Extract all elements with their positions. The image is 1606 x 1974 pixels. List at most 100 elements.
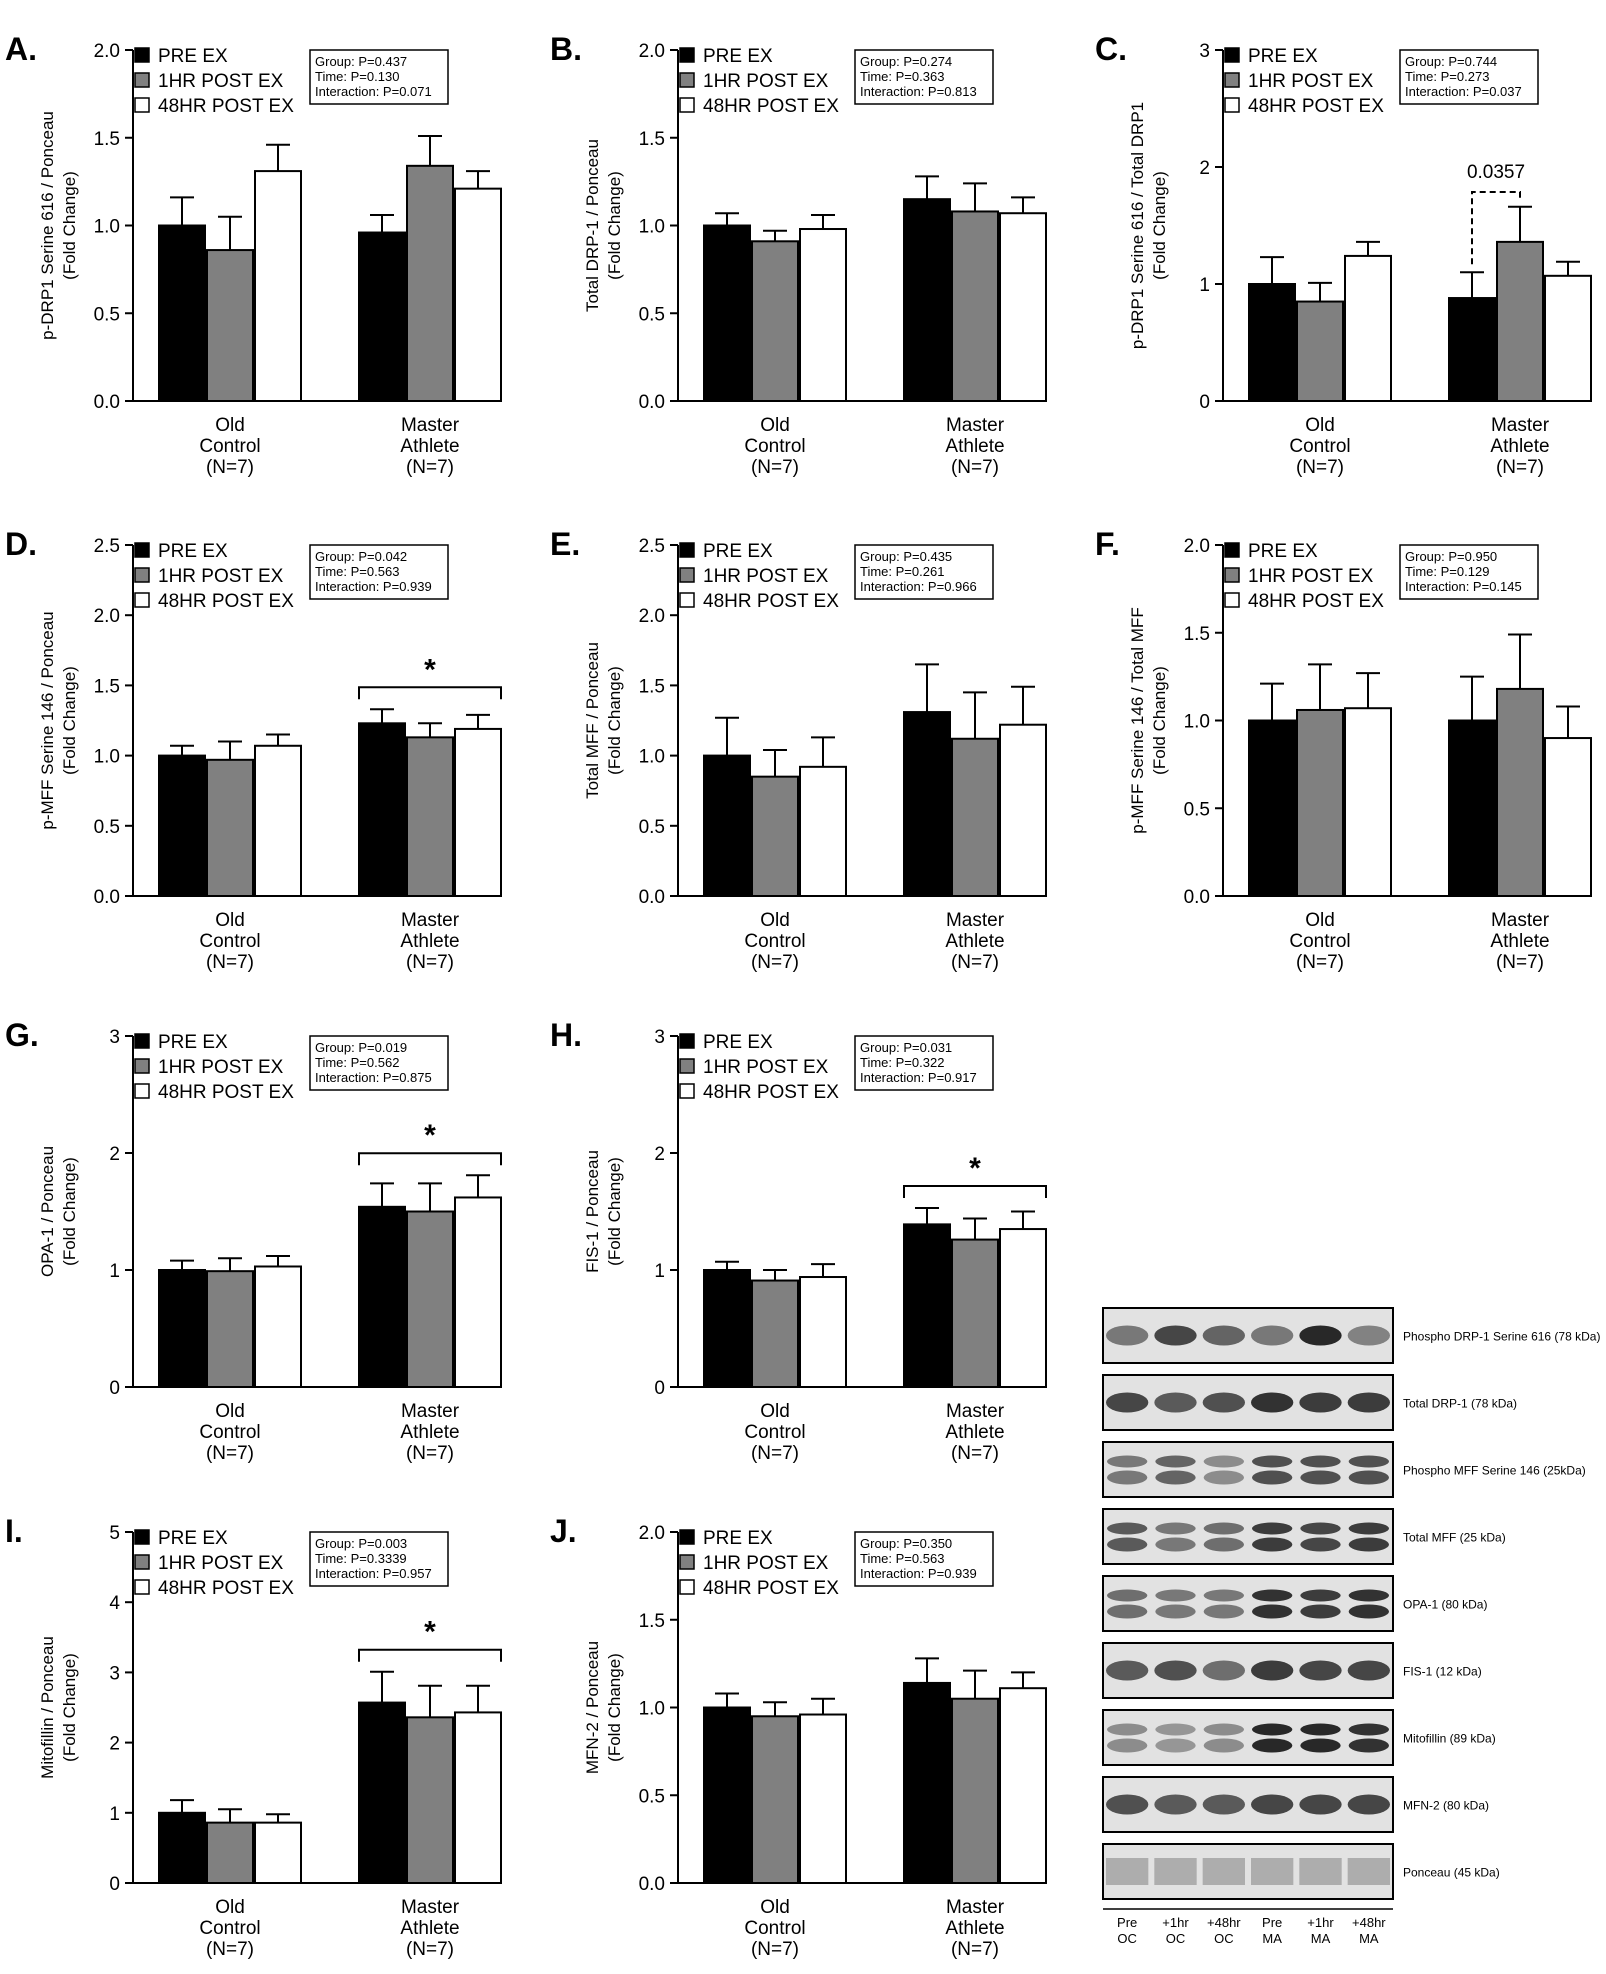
y-tick-label: 0.0 bbox=[639, 1874, 665, 1895]
bar bbox=[158, 224, 206, 402]
bar bbox=[1496, 687, 1544, 897]
x-tick-label: (N=7) bbox=[951, 952, 999, 973]
panel-letter: A. bbox=[5, 31, 37, 67]
stats-line: Interaction: P=0.917 bbox=[860, 1070, 977, 1085]
blot-band bbox=[1155, 1738, 1196, 1753]
blot-band bbox=[1251, 1660, 1294, 1681]
y-tick-label: 4 bbox=[109, 1593, 120, 1614]
blot-row bbox=[1102, 1642, 1394, 1699]
stats-line: Time: P=0.130 bbox=[315, 69, 399, 84]
significance-bracket bbox=[358, 1152, 502, 1166]
stats-line: Time: P=0.129 bbox=[1405, 564, 1489, 579]
y-tick-label: 1.0 bbox=[94, 747, 120, 768]
bar bbox=[1248, 283, 1296, 402]
blot-band bbox=[1154, 1392, 1197, 1413]
blot-band bbox=[1106, 1392, 1149, 1413]
blot-band bbox=[1347, 1325, 1391, 1346]
x-tick-label: (N=7) bbox=[1296, 952, 1344, 973]
stats-box bbox=[854, 49, 994, 105]
blot-band bbox=[1203, 1455, 1245, 1468]
stats-line: Interaction: P=0.957 bbox=[315, 1566, 432, 1581]
legend-swatch bbox=[134, 1033, 150, 1049]
y-axis-label: (Fold Change) bbox=[1150, 666, 1169, 775]
legend-swatch bbox=[1224, 592, 1240, 608]
y-axis-label: (Fold Change) bbox=[605, 666, 624, 775]
x-tick-label: Old bbox=[215, 1401, 245, 1422]
y-axis-label: (Fold Change) bbox=[605, 1653, 624, 1762]
stats-line: Interaction: P=0.037 bbox=[1405, 84, 1522, 99]
blot-band bbox=[1154, 1325, 1197, 1346]
x-tick-label: Control bbox=[1289, 931, 1350, 952]
blot-row-label: Phospho DRP-1 Serine 616 (78 kDa) bbox=[1403, 1330, 1600, 1344]
legend-label: PRE EX bbox=[703, 46, 773, 67]
lane-label: +48hr bbox=[1352, 1915, 1386, 1930]
legend-label: 1HR POST EX bbox=[158, 566, 284, 587]
lane-label: Pre bbox=[1262, 1915, 1282, 1930]
stats-box bbox=[1399, 544, 1539, 600]
lane-label: OC bbox=[1166, 1931, 1186, 1946]
stats-line: Interaction: P=0.813 bbox=[860, 84, 977, 99]
bar bbox=[703, 1706, 751, 1884]
x-tick-label: (N=7) bbox=[751, 1443, 799, 1464]
legend-swatch bbox=[1224, 97, 1240, 113]
legend-label: 48HR POST EX bbox=[158, 591, 294, 612]
blot-band bbox=[1155, 1604, 1196, 1619]
stats-line: Group: P=0.950 bbox=[1405, 549, 1497, 564]
blot-row bbox=[1102, 1307, 1394, 1364]
blot-band bbox=[1348, 1738, 1390, 1753]
bar bbox=[903, 711, 951, 897]
blot-band bbox=[1154, 1858, 1197, 1885]
legend-label: PRE EX bbox=[1248, 541, 1318, 562]
blot-band bbox=[1252, 1537, 1293, 1552]
legend-label: 1HR POST EX bbox=[158, 1553, 284, 1574]
x-tick-label: (N=7) bbox=[406, 952, 454, 973]
bar bbox=[1544, 737, 1592, 897]
y-tick-label: 0.0 bbox=[1184, 887, 1210, 908]
lane-label: Pre bbox=[1117, 1915, 1137, 1930]
lane-label: MA bbox=[1311, 1931, 1331, 1946]
legend-swatch bbox=[134, 1058, 150, 1074]
y-tick-label: 1.5 bbox=[94, 676, 120, 697]
blot-row bbox=[1102, 1776, 1394, 1833]
y-tick-label: 1.5 bbox=[639, 676, 665, 697]
y-tick-label: 0.5 bbox=[639, 1786, 665, 1807]
western-blot-panel: Phospho DRP-1 Serine 616 (78 kDa) Total D… bbox=[1102, 1307, 1600, 1946]
blot-band bbox=[1252, 1604, 1293, 1619]
blot-band bbox=[1203, 1738, 1245, 1753]
legend-label: 48HR POST EX bbox=[703, 1082, 839, 1103]
stats-line: Interaction: P=0.875 bbox=[315, 1070, 432, 1085]
bar bbox=[751, 240, 799, 402]
blot-band bbox=[1299, 1794, 1342, 1815]
y-tick-label: 2.0 bbox=[1184, 536, 1210, 557]
x-tick-label: Old bbox=[760, 1897, 790, 1918]
x-tick-label: Athlete bbox=[1490, 931, 1549, 952]
blot-band bbox=[1106, 1858, 1149, 1885]
blot-band bbox=[1347, 1794, 1391, 1815]
stats-line: Group: P=0.274 bbox=[860, 54, 952, 69]
blot-band bbox=[1107, 1470, 1148, 1485]
y-tick-label: 0.5 bbox=[1184, 799, 1210, 820]
legend-label: 1HR POST EX bbox=[1248, 71, 1374, 92]
legend-swatch bbox=[134, 1579, 150, 1595]
blot-band bbox=[1252, 1589, 1293, 1602]
y-tick-label: 2.0 bbox=[639, 1523, 665, 1544]
x-tick-label: Old bbox=[215, 1897, 245, 1918]
y-tick-label: 1 bbox=[109, 1261, 120, 1282]
legend-label: 1HR POST EX bbox=[1248, 566, 1374, 587]
blot-band bbox=[1155, 1589, 1196, 1602]
x-tick-label: (N=7) bbox=[206, 457, 254, 478]
blot-band bbox=[1300, 1604, 1341, 1619]
x-tick-label: Control bbox=[1289, 436, 1350, 457]
blot-row-label: Mitofillin (89 kDa) bbox=[1403, 1732, 1496, 1746]
blot-band bbox=[1106, 1794, 1149, 1815]
x-tick-label: Old bbox=[760, 910, 790, 931]
blot-band bbox=[1300, 1589, 1341, 1602]
lane-label: +1hr bbox=[1307, 1915, 1334, 1930]
bar bbox=[454, 1711, 502, 1884]
chart-panel-6: G. 0 1 2 3 OPA-1 / Ponceau (Fold Change) OldCon… bbox=[5, 1017, 502, 1464]
blot-band bbox=[1202, 1660, 1246, 1681]
stats-line: Group: P=0.744 bbox=[1405, 54, 1497, 69]
stats-box bbox=[309, 1035, 449, 1091]
y-tick-label: 0.5 bbox=[639, 304, 665, 325]
